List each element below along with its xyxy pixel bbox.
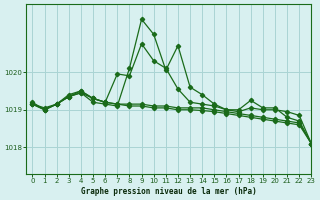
X-axis label: Graphe pression niveau de la mer (hPa): Graphe pression niveau de la mer (hPa) [81, 187, 257, 196]
